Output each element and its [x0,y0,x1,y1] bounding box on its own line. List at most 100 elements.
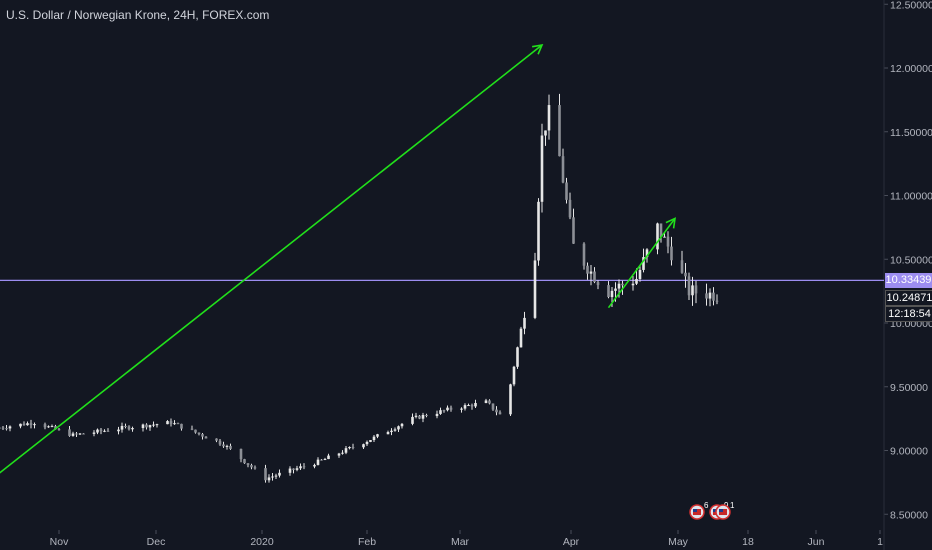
candle-body [145,424,148,428]
candle-body [421,414,425,419]
candle-body [446,407,449,411]
candle-body [435,413,439,417]
candle-body [512,366,516,385]
candle-body [68,429,71,436]
candle-body [414,415,418,417]
candle-body [400,423,404,427]
x-tick-label: Nov [50,536,69,548]
candle-body [659,223,663,238]
candle-body [561,156,565,183]
candle-body [523,317,526,329]
candle-body [327,455,330,460]
candle-body [1,427,5,429]
candle-body [222,444,225,447]
x-tick-label: Apr [563,536,580,548]
candle-body [246,463,250,466]
y-tick-label: 12.50000 [890,0,932,11]
candle-body [663,236,666,238]
y-tick-label: 9.50000 [890,382,928,394]
candle-body [103,430,106,432]
candle-body [243,459,246,464]
candle-body [47,426,50,428]
candle-body [225,445,229,447]
candle-body [397,426,400,430]
candle-body [509,384,512,415]
x-tick-label: 1 [877,536,883,548]
candle-body [607,285,610,298]
candle-body [596,282,600,286]
candle-body [173,423,176,425]
candle-body [565,182,568,200]
candle-body [687,276,691,296]
candle-body [323,459,327,461]
x-tick-label: May [668,536,689,548]
candle-body [33,424,36,426]
candle-body [169,421,173,424]
candle-body [715,300,719,302]
candle-body [166,421,169,425]
trend-arrow-line [607,217,676,309]
candle-body [386,432,390,435]
candle-body [190,428,194,430]
candle-body [439,410,442,414]
horizontal-line-price-label: 10.33439 [885,273,932,288]
candle-body [621,283,624,286]
candle-body [442,410,446,412]
candle-body [274,475,278,477]
candle-body [351,446,355,448]
candle-body [218,440,222,445]
candle-body [411,416,414,424]
candle-body [239,448,243,460]
candle-body [537,201,540,261]
candle-body [271,476,274,478]
candle-body [320,459,323,461]
candle-body [680,260,684,273]
candle-body [148,425,152,428]
candle-body [617,283,621,289]
candle-body [124,425,127,427]
candle-body [22,423,26,426]
candle-body [586,265,589,274]
candle-body [362,444,365,448]
candle-body [572,217,575,244]
candle-body [131,428,134,430]
candle-body [127,426,131,430]
candle-body [250,465,253,468]
candle-body [75,433,78,435]
candle-body [488,400,491,404]
event-badge-count: 1 [730,501,735,510]
candle-body [449,407,453,410]
candle-body [642,257,645,270]
chart-title: U.S. Dollar / Norwegian Krone, 24H, FORE… [6,8,270,22]
event-badge-count: 6 [704,501,709,510]
candle-body [295,468,299,470]
candle-body [78,433,82,435]
candle-body [82,433,85,435]
candle-body [5,428,8,430]
y-tick-label: 12.00000 [890,63,932,75]
candle-body [201,434,204,437]
candle-body [96,429,99,433]
candle-body [176,423,180,425]
candle-body [348,446,351,449]
y-tick-label: 11.00000 [890,191,932,203]
candle-body [631,283,635,286]
candle-body [288,468,292,473]
trend-arrow-head [532,44,544,55]
candle-body [694,285,698,294]
trend-arrow-line [0,44,543,474]
trend-arrow-head [665,217,676,229]
candle-body [712,292,715,301]
candle-body [418,415,421,419]
candle-body [498,412,502,415]
flag-canton [719,509,723,512]
candle-body [666,236,670,247]
candle-body [253,467,257,469]
x-tick-label: Mar [451,536,470,548]
candle-body [316,459,320,465]
y-tick-label: 11.50000 [890,127,932,139]
candle-body [393,429,397,431]
candle-body [204,436,208,439]
candle-body [656,223,659,250]
